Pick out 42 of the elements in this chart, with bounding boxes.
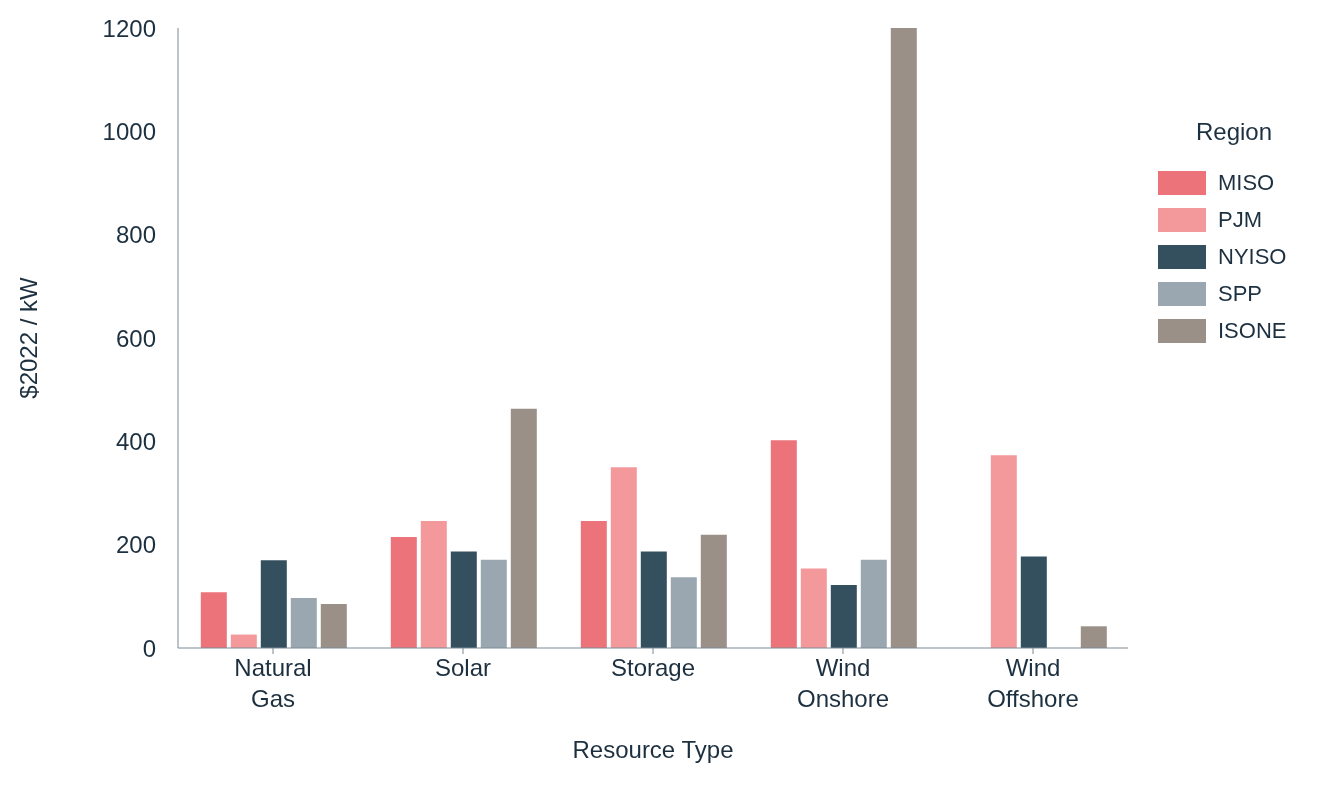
y-tick-label: 200 [115, 531, 156, 559]
bar [670, 577, 697, 648]
bar [580, 520, 607, 648]
bar [510, 408, 537, 648]
legend-label: NYISO [1218, 243, 1287, 270]
x-axis-title: Resource Type [572, 736, 734, 763]
x-tick-label: Storage [610, 654, 696, 681]
bar [860, 559, 887, 648]
y-tick-label: 0 [142, 634, 156, 662]
bar [420, 520, 447, 648]
legend-label: ISONE [1218, 317, 1287, 344]
legend-label: MISO [1218, 169, 1275, 196]
y-tick-label: 600 [115, 324, 156, 352]
legend-label: SPP [1218, 280, 1263, 307]
legend-title: Region [1196, 118, 1274, 146]
bar [320, 604, 347, 648]
bar [290, 597, 317, 648]
y-tick-label: 800 [115, 221, 156, 249]
legend-label: PJM [1218, 206, 1262, 233]
bar [450, 551, 477, 648]
x-tick-label: Natural Gas [234, 654, 312, 712]
bar [260, 560, 287, 648]
bar [1020, 556, 1047, 648]
x-tick-label: Wind Offshore [987, 654, 1079, 712]
bar [800, 568, 827, 648]
y-tick-label: 400 [115, 427, 156, 455]
bar [610, 467, 637, 648]
bar [990, 455, 1017, 648]
bar [200, 592, 227, 648]
bar [770, 440, 797, 648]
bar [700, 534, 727, 648]
bar [830, 584, 857, 648]
bar [480, 559, 507, 648]
y-tick-label: 1000 [102, 117, 156, 145]
bar [890, 28, 917, 648]
bar [1080, 626, 1107, 648]
bar [390, 536, 417, 648]
y-tick-label: 1200 [102, 14, 156, 42]
bar [640, 551, 667, 648]
x-tick-label: Solar [434, 654, 492, 681]
x-tick-label: Wind Onshore [796, 654, 890, 712]
y-axis-title: $2022 / kW [14, 276, 42, 399]
